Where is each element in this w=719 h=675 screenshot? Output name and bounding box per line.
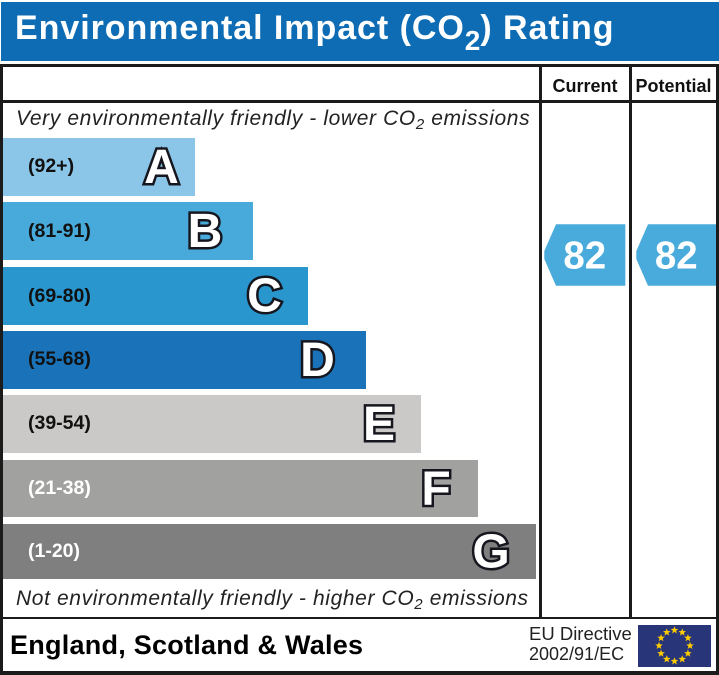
- svg-text:B: B: [188, 205, 223, 258]
- svg-text:D: D: [300, 334, 335, 387]
- svg-text:G: G: [472, 525, 509, 578]
- svg-text:A: A: [144, 141, 179, 194]
- svg-text:F: F: [421, 462, 450, 515]
- svg-text:82: 82: [563, 235, 606, 278]
- svg-text:C: C: [247, 270, 282, 323]
- svg-text:82: 82: [655, 235, 698, 278]
- svg-text:E: E: [363, 398, 395, 451]
